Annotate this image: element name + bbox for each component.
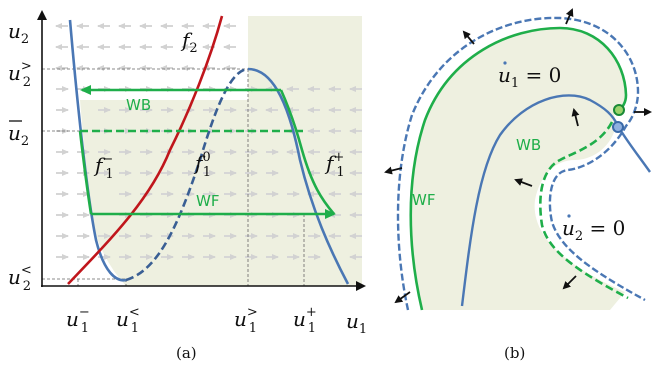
normal-arrow [384, 166, 403, 175]
panel-a: WB WF f2 f− 1 f0 1 f+ 1 u2 u1 u> 2 u2 u< 2 u−… [8, 10, 367, 362]
normal-arrows [384, 8, 652, 304]
y-tick-u2-greater: u> 2 [8, 59, 32, 90]
u2-nullcline-label: u2 = 0 [562, 216, 625, 244]
normal-arrow [565, 8, 574, 25]
x-tick-u1-plus: u+ 1 [293, 305, 317, 336]
x-tick-u1-less: u< 1 [116, 305, 140, 336]
normal-arrow [394, 291, 411, 304]
u1-dot [503, 61, 507, 65]
shaded-region [248, 16, 362, 286]
shaded-domain [410, 28, 626, 310]
y-tick-u2-less: u< 2 [8, 263, 32, 294]
normal-arrow [462, 30, 475, 45]
y-axis-label: u2 [8, 19, 29, 47]
u2-dot [567, 214, 571, 218]
fixed-point-blue [612, 121, 624, 133]
f1-left-front-overlay [78, 130, 93, 215]
u1-nullcline-label: u1 = 0 [498, 63, 561, 91]
wb-label-b: WB [516, 136, 541, 154]
f2-label: f2 [180, 28, 198, 56]
f1-right-branch [247, 67, 350, 285]
panel-b: u1 = 0 u2 = 0 WB WF (b) [384, 8, 652, 362]
normal-arrow [514, 178, 533, 187]
f1-right-front-overlay [279, 89, 335, 215]
f1-middle-label: f0 1 [193, 150, 211, 180]
normal-arrow [562, 275, 577, 290]
x-axis-label: u1 [346, 309, 367, 337]
wf-front-b [409, 26, 628, 311]
x-tick-u1-greater: u> 1 [234, 305, 258, 336]
caption-a: (a) [176, 344, 197, 362]
outer-boundary [396, 16, 646, 311]
normal-arrow [571, 108, 580, 127]
wf-label: WF [196, 192, 219, 210]
wb-label: WB [126, 96, 151, 114]
wf-label-b: WF [412, 191, 435, 209]
y-tick-u2-bar: u2 [8, 121, 29, 149]
x-tick-u1-minus: u− 1 [66, 305, 90, 336]
f2-curve [67, 15, 224, 285]
wb-front-b [539, 121, 629, 300]
guide-lines [42, 68, 305, 286]
fixed-point-green [613, 104, 625, 116]
caption-b: (b) [504, 344, 525, 362]
f1-middle-branch [125, 67, 249, 282]
